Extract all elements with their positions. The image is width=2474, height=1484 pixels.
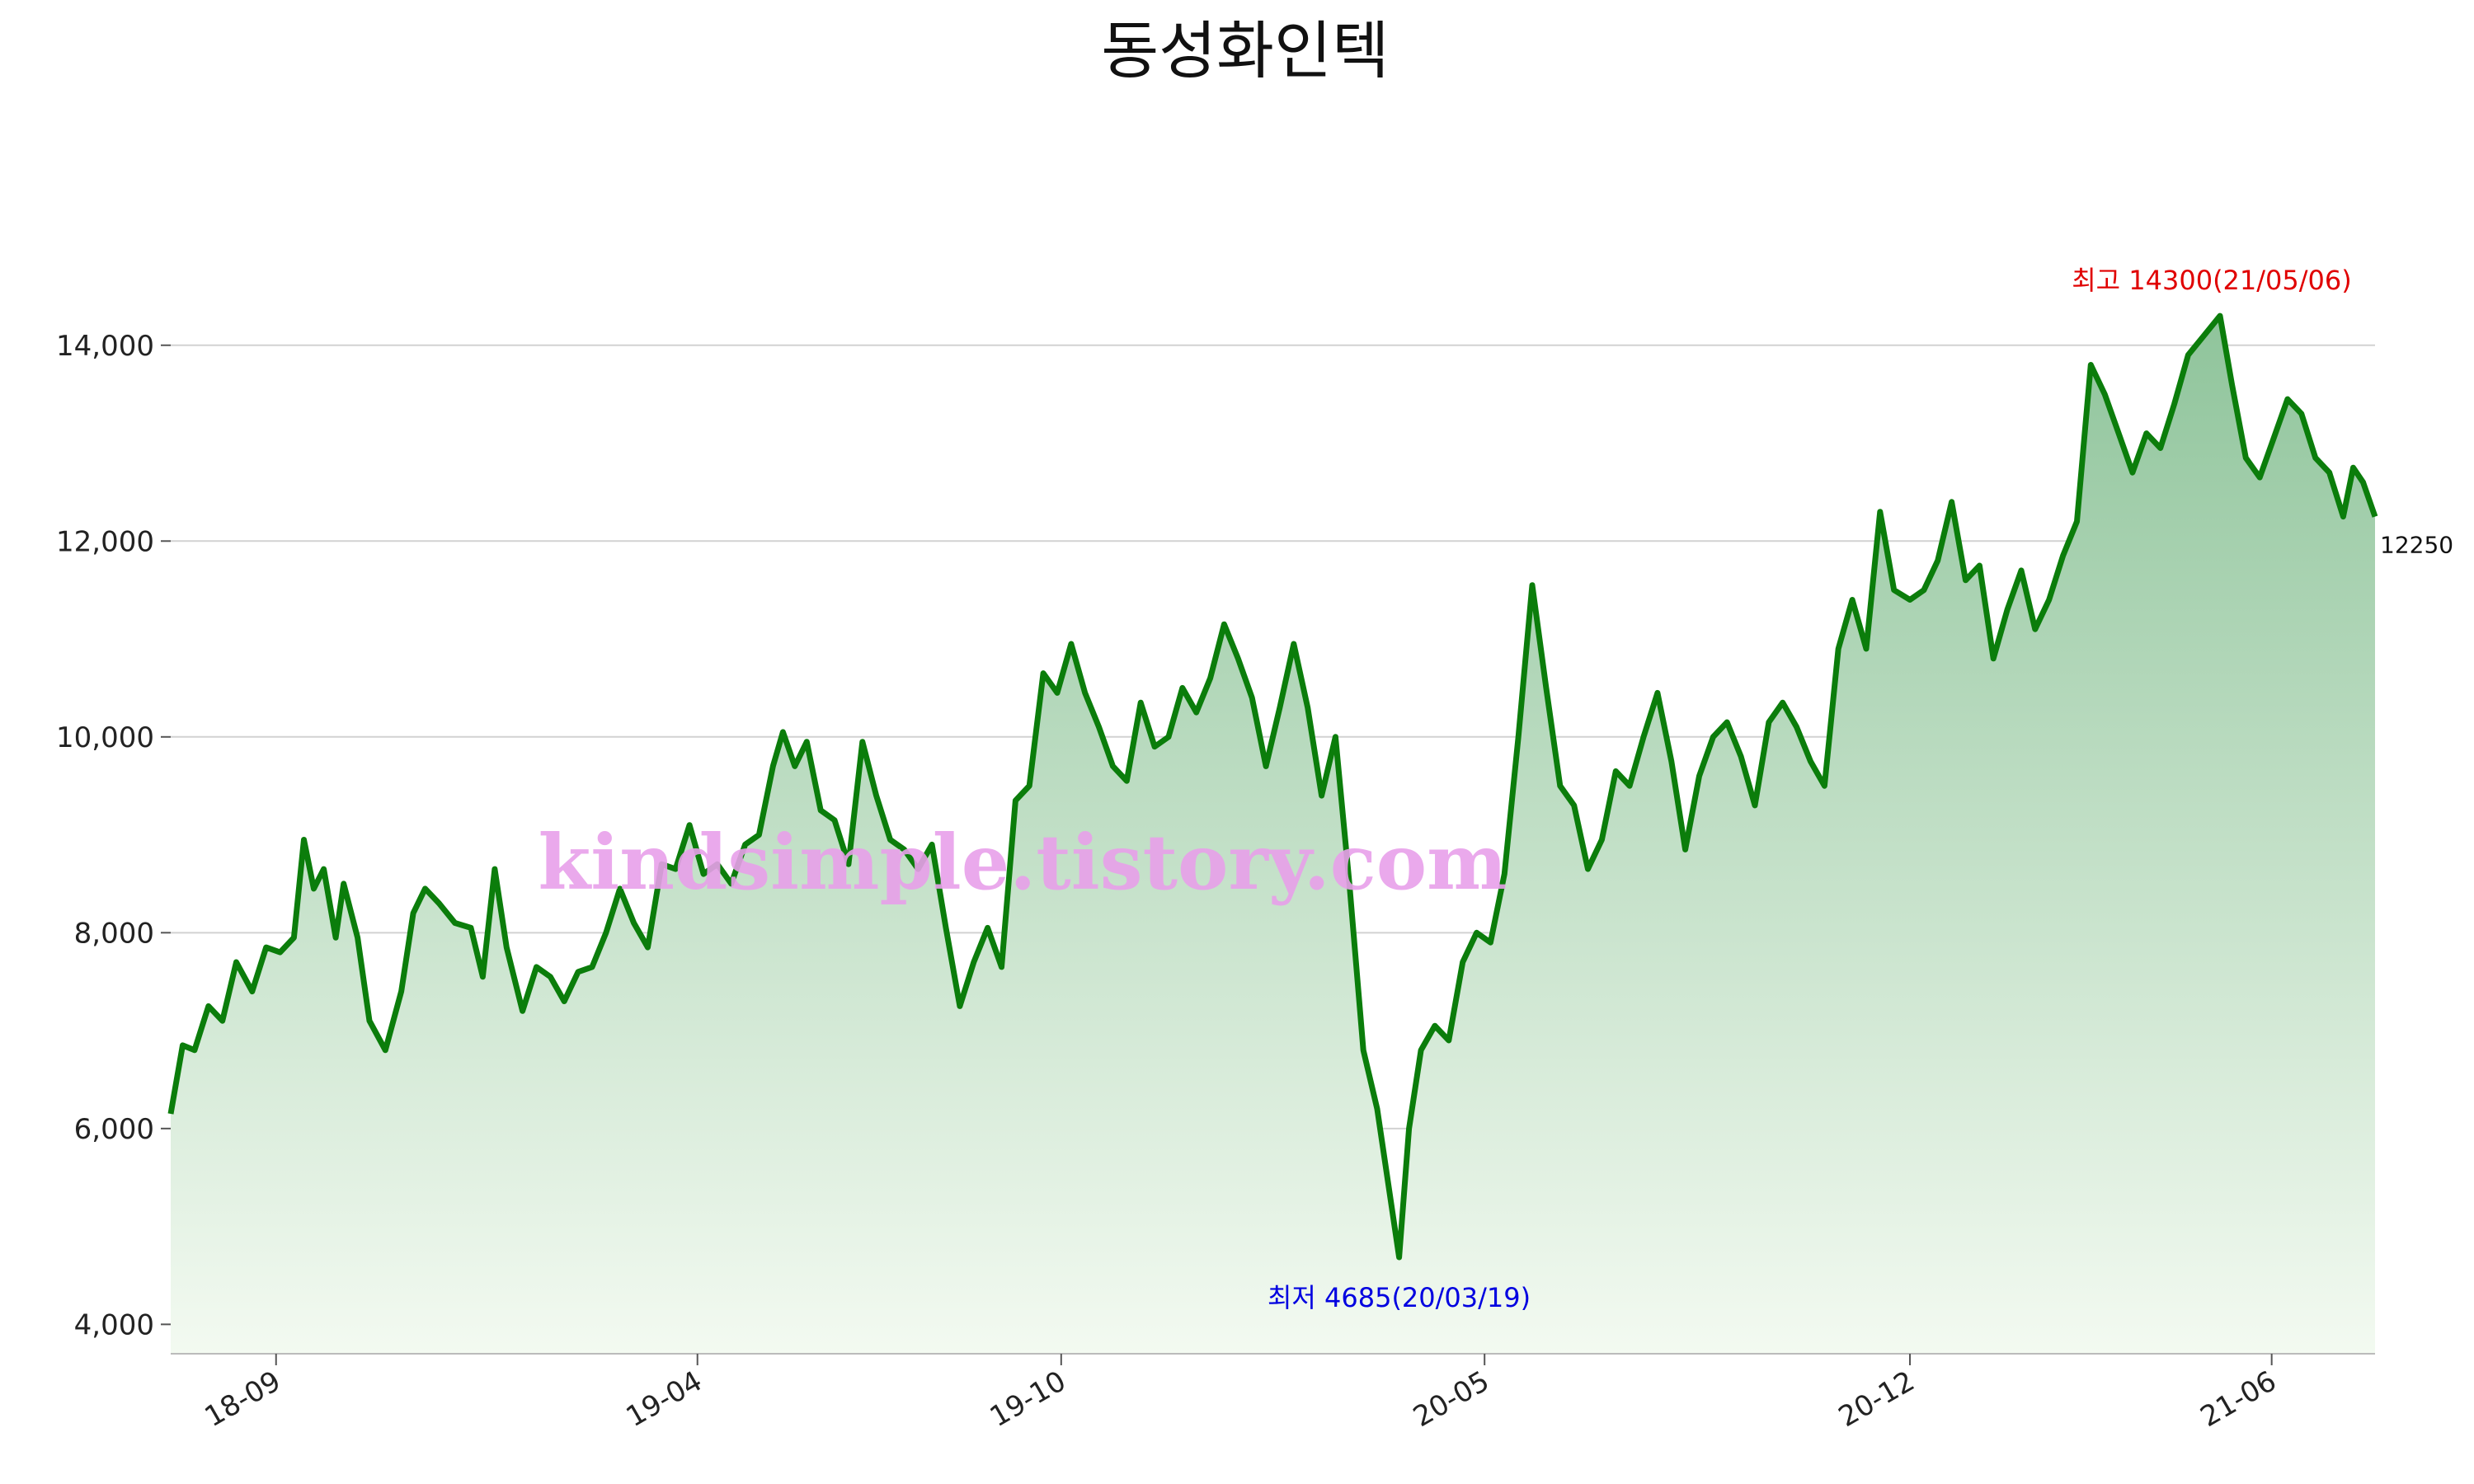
- x-tick-label: 19-10: [985, 1364, 1072, 1434]
- price-line: [167, 312, 2378, 1261]
- y-tick-label: 8,000: [74, 917, 154, 950]
- x-axis-ticks: 18-09 19-04 19-10 20-05 20-12 21-06: [200, 1354, 2282, 1434]
- last-value-label: 12250: [2380, 532, 2453, 559]
- y-tick-label: 14,000: [56, 330, 154, 363]
- price-area: [171, 316, 2375, 1355]
- x-tick-label: 18-09: [200, 1364, 287, 1434]
- watermark: kindsimple.tistory.com: [538, 818, 1507, 907]
- chart-title: 동성화인텍: [1101, 14, 1390, 87]
- x-tick-label: 19-04: [621, 1364, 708, 1434]
- y-tick-label: 12,000: [56, 525, 154, 558]
- x-tick-label: 20-12: [1833, 1364, 1921, 1434]
- y-axis-ticks: 4,000 6,000 8,000 10,000 12,000 14,000: [56, 330, 171, 1341]
- x-tick-label: 20-05: [1408, 1364, 1495, 1434]
- y-tick-label: 4,000: [74, 1308, 154, 1341]
- max-annotation: 최고 14300(21/05/06): [2072, 265, 2352, 296]
- min-annotation: 최저 4685(20/03/19): [1268, 1282, 1531, 1313]
- y-tick-label: 6,000: [74, 1113, 154, 1146]
- y-tick-label: 10,000: [56, 721, 154, 754]
- x-tick-label: 21-06: [2195, 1364, 2283, 1434]
